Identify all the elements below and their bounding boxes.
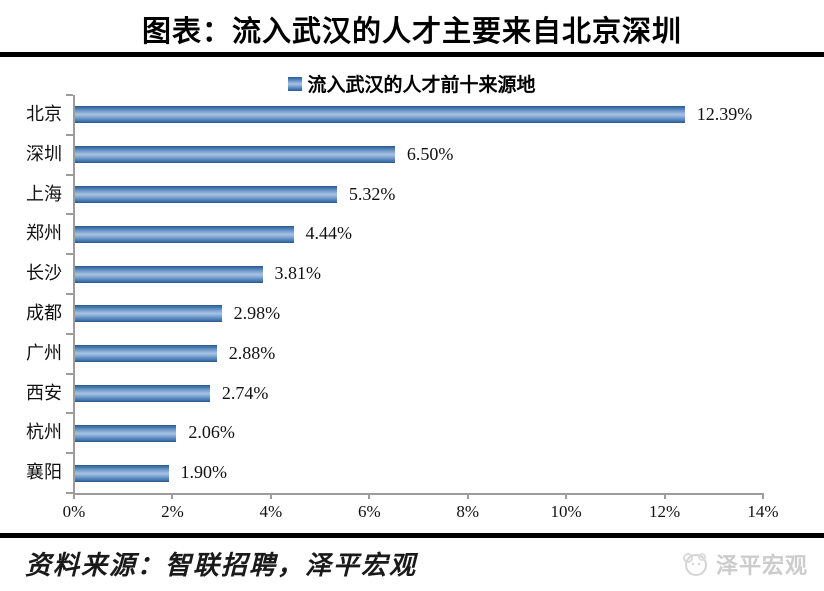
bar-value-label: 12.39% xyxy=(696,104,753,124)
x-axis-tick-label: 10% xyxy=(550,502,582,521)
bar xyxy=(75,265,263,283)
x-axis-tick xyxy=(466,493,469,499)
category-label: 长沙 xyxy=(26,263,62,284)
category-label: 上海 xyxy=(26,183,62,204)
zeping-logo-icon xyxy=(682,553,707,576)
y-axis-tick xyxy=(66,452,73,455)
x-axis-tick-label: 6% xyxy=(357,502,381,521)
legend-swatch-icon xyxy=(288,76,303,91)
x-axis-tick xyxy=(269,493,272,499)
watermark-brand-text: 泽平宏观 xyxy=(715,553,808,578)
bar xyxy=(75,106,685,124)
bar-value-label: 1.90% xyxy=(180,462,228,483)
category-label: 深圳 xyxy=(26,143,62,164)
x-axis-tick xyxy=(73,493,75,499)
x-axis-line xyxy=(73,493,764,495)
y-axis-tick xyxy=(66,372,73,375)
bar-value-label: 2.98% xyxy=(233,303,281,323)
bar-value-label: 2.74% xyxy=(221,382,269,403)
y-axis-tick xyxy=(66,332,73,335)
category-label: 西安 xyxy=(26,382,62,403)
y-axis-tick xyxy=(66,94,73,96)
category-label: 广州 xyxy=(26,342,62,363)
bar-value-label: 5.32% xyxy=(348,183,396,204)
bar xyxy=(75,146,395,164)
y-axis-tick xyxy=(66,492,73,494)
bar-chart: 流入武汉的人才前十来源地 北京 12.39% 深圳 6.50% 上海 5.32% 郑州 4.4… xyxy=(0,70,824,521)
legend-label: 流入武汉的人才前十来源地 xyxy=(307,75,536,96)
category-label: 郑州 xyxy=(26,223,62,244)
bar xyxy=(75,424,177,442)
x-axis-tick xyxy=(565,493,568,499)
category-label: 成都 xyxy=(26,303,62,323)
bar-value-label: 3.81% xyxy=(274,263,322,284)
y-axis-tick xyxy=(66,293,73,295)
bar xyxy=(75,345,217,363)
bar xyxy=(75,464,169,482)
bar xyxy=(75,186,337,203)
y-axis-tick xyxy=(66,253,73,256)
chart-legend: 流入武汉的人才前十来源地 xyxy=(0,70,824,97)
x-axis-tick-label: 2% xyxy=(161,502,184,521)
bar-value-label: 4.44% xyxy=(305,223,353,244)
brand-watermark: 泽平宏观 xyxy=(680,548,808,580)
title-divider-rule xyxy=(0,52,824,57)
x-axis-tick xyxy=(368,493,371,499)
x-axis-tick-label: 0% xyxy=(62,502,86,521)
y-axis-tick xyxy=(66,133,73,136)
x-axis-tick-label: 14% xyxy=(747,502,779,521)
category-label: 杭州 xyxy=(26,422,62,443)
x-axis-tick-label: 4% xyxy=(259,502,283,521)
bar xyxy=(75,385,210,402)
y-axis-line xyxy=(73,95,75,495)
x-axis-tick xyxy=(663,493,666,499)
category-label: 北京 xyxy=(26,104,62,124)
x-axis-tick-label: 8% xyxy=(456,502,480,521)
bar xyxy=(75,305,222,323)
category-label: 襄阳 xyxy=(26,462,62,483)
data-source-text: 资料来源：智联招聘，泽平宏观 xyxy=(25,551,418,580)
x-axis-tick xyxy=(762,493,764,499)
bar-value-label: 2.06% xyxy=(188,422,235,443)
bar xyxy=(75,225,294,243)
x-axis-tick xyxy=(171,493,174,499)
y-axis-tick xyxy=(66,173,73,176)
y-axis-tick xyxy=(66,412,73,415)
y-axis-tick xyxy=(66,213,73,216)
x-axis-tick-label: 12% xyxy=(648,502,681,521)
footer-divider-rule xyxy=(0,533,824,538)
page-title: 图表：流入武汉的人才主要来自北京深圳 xyxy=(141,16,682,48)
bar-value-label: 2.88% xyxy=(228,342,276,363)
bar-value-label: 6.50% xyxy=(406,143,454,164)
